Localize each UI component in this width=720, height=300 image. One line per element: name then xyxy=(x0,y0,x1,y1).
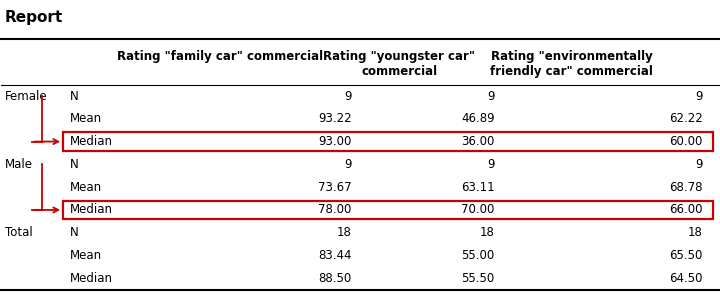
Text: 9: 9 xyxy=(696,89,703,103)
Text: Rating "family car" commercial: Rating "family car" commercial xyxy=(117,50,323,63)
Text: 18: 18 xyxy=(336,226,351,239)
Text: N: N xyxy=(70,89,78,103)
Text: 70.00: 70.00 xyxy=(462,203,495,216)
Text: Report: Report xyxy=(5,10,63,25)
Text: 9: 9 xyxy=(344,158,351,171)
Text: 66.00: 66.00 xyxy=(670,203,703,216)
Text: 55.50: 55.50 xyxy=(462,272,495,285)
Text: N: N xyxy=(70,158,78,171)
Text: 9: 9 xyxy=(696,158,703,171)
Text: 83.44: 83.44 xyxy=(318,249,351,262)
Text: 64.50: 64.50 xyxy=(670,272,703,285)
Text: 68.78: 68.78 xyxy=(670,181,703,194)
Text: N: N xyxy=(70,226,78,239)
Text: 78.00: 78.00 xyxy=(318,203,351,216)
Text: 36.00: 36.00 xyxy=(462,135,495,148)
Text: 63.11: 63.11 xyxy=(462,181,495,194)
Text: Total: Total xyxy=(5,226,32,239)
Text: 62.22: 62.22 xyxy=(669,112,703,125)
Text: 9: 9 xyxy=(344,89,351,103)
Text: Mean: Mean xyxy=(70,112,102,125)
Text: Median: Median xyxy=(70,135,112,148)
Text: 88.50: 88.50 xyxy=(318,272,351,285)
Text: 93.00: 93.00 xyxy=(318,135,351,148)
Text: 46.89: 46.89 xyxy=(462,112,495,125)
Text: 65.50: 65.50 xyxy=(670,249,703,262)
Text: Female: Female xyxy=(5,89,48,103)
Text: Rating "environmentally
friendly car" commercial: Rating "environmentally friendly car" co… xyxy=(490,50,653,78)
Text: 60.00: 60.00 xyxy=(670,135,703,148)
Text: 55.00: 55.00 xyxy=(462,249,495,262)
Text: 18: 18 xyxy=(688,226,703,239)
Text: 93.22: 93.22 xyxy=(318,112,351,125)
Bar xyxy=(63,132,713,151)
Text: 9: 9 xyxy=(487,158,495,171)
Bar xyxy=(63,201,713,219)
Text: 18: 18 xyxy=(480,226,495,239)
Text: Median: Median xyxy=(70,203,112,216)
Text: Mean: Mean xyxy=(70,249,102,262)
Text: 9: 9 xyxy=(487,89,495,103)
Text: 73.67: 73.67 xyxy=(318,181,351,194)
Text: Mean: Mean xyxy=(70,181,102,194)
Text: Median: Median xyxy=(70,272,112,285)
Text: Rating "youngster car"
commercial: Rating "youngster car" commercial xyxy=(323,50,475,78)
Text: Male: Male xyxy=(5,158,33,171)
